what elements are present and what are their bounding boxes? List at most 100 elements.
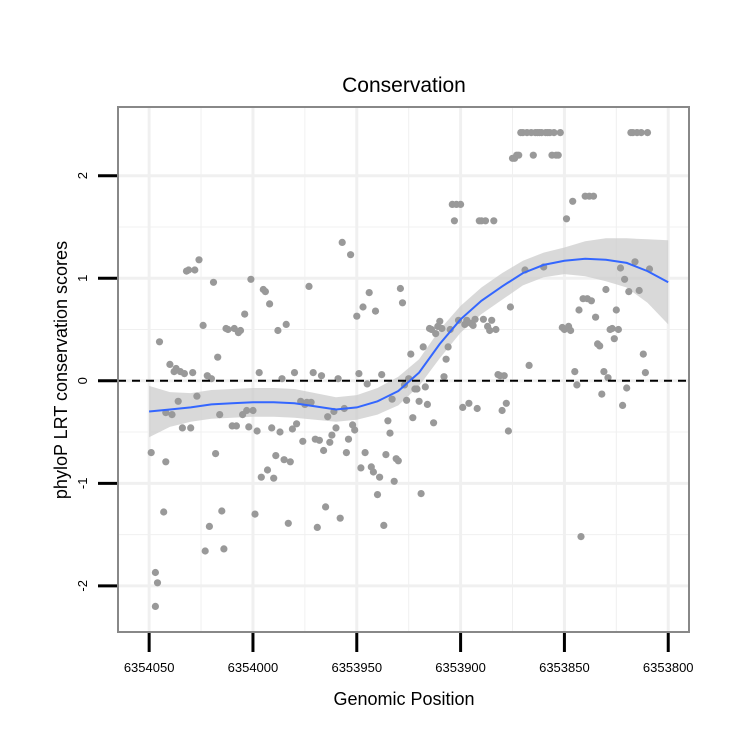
data-point xyxy=(506,303,514,311)
data-point xyxy=(187,424,195,432)
data-point xyxy=(502,399,510,407)
data-point xyxy=(212,450,220,458)
data-point xyxy=(444,343,452,351)
data-point xyxy=(160,508,168,516)
data-point xyxy=(307,398,315,406)
data-point xyxy=(378,371,386,379)
data-point xyxy=(459,403,467,411)
data-point xyxy=(596,342,604,350)
data-point xyxy=(313,523,321,532)
data-point xyxy=(243,406,251,415)
data-point xyxy=(407,350,415,358)
data-point xyxy=(359,303,367,311)
x-axis: 6354050 6354000 6353950 6353900 6353850 63538… xyxy=(124,633,694,675)
data-point xyxy=(288,425,296,433)
y-tick-label: 1 xyxy=(75,275,90,282)
y-axis-title: phyloP LRT conservation scores xyxy=(51,241,71,499)
data-point xyxy=(320,446,328,455)
data-point xyxy=(220,545,228,553)
x-tick-label: 6354000 xyxy=(228,660,279,675)
data-point xyxy=(253,427,261,435)
data-point xyxy=(382,451,390,459)
data-point xyxy=(442,355,450,363)
data-point xyxy=(529,151,537,159)
data-point xyxy=(380,521,388,530)
x-tick-label: 6353900 xyxy=(435,660,486,675)
data-point xyxy=(504,427,512,435)
data-point xyxy=(446,325,454,334)
grid-lines xyxy=(118,107,689,632)
data-point xyxy=(619,401,627,409)
data-point xyxy=(471,315,479,323)
data-point xyxy=(573,381,581,389)
x-axis-title: Genomic Position xyxy=(333,689,474,709)
data-point xyxy=(205,522,213,531)
data-point xyxy=(347,251,355,259)
data-point xyxy=(185,266,193,274)
data-point xyxy=(245,423,253,431)
data-point xyxy=(357,464,365,472)
data-point xyxy=(403,396,411,404)
confidence-band-layer xyxy=(149,238,669,438)
data-point xyxy=(465,399,473,407)
data-point xyxy=(430,419,438,427)
data-point xyxy=(473,404,481,413)
data-point xyxy=(363,380,371,388)
data-point xyxy=(305,282,313,290)
x-tick-label: 6353950 xyxy=(331,660,382,675)
data-point xyxy=(338,238,346,246)
data-point xyxy=(641,369,650,377)
data-point xyxy=(189,369,197,377)
data-point xyxy=(556,129,564,137)
data-point xyxy=(577,533,585,541)
data-point xyxy=(384,417,392,425)
data-point xyxy=(639,350,647,358)
data-point xyxy=(409,414,417,422)
data-point xyxy=(450,217,458,225)
data-point xyxy=(388,395,396,403)
data-point xyxy=(423,400,431,408)
data-point xyxy=(315,436,323,444)
data-point xyxy=(608,324,616,333)
data-point xyxy=(332,424,340,432)
data-point xyxy=(643,129,652,137)
data-point xyxy=(417,490,425,498)
data-point xyxy=(571,368,579,376)
data-point xyxy=(550,129,558,137)
data-point xyxy=(469,321,477,329)
data-point xyxy=(168,411,176,419)
smooth-line xyxy=(149,257,669,413)
data-point xyxy=(604,374,612,382)
data-point xyxy=(162,458,170,466)
data-point xyxy=(376,473,384,481)
data-point xyxy=(621,275,629,283)
y-axis: -2 -1 0 1 2 xyxy=(75,172,117,592)
data-point xyxy=(589,192,598,200)
data-point xyxy=(635,286,643,295)
data-point xyxy=(569,197,577,205)
data-point xyxy=(324,413,332,421)
data-point xyxy=(355,370,363,378)
data-point xyxy=(440,373,448,381)
data-point xyxy=(284,519,292,527)
data-point xyxy=(369,468,377,476)
data-point xyxy=(390,477,398,485)
data-point xyxy=(178,424,186,432)
data-point xyxy=(268,424,276,432)
data-point xyxy=(353,312,361,320)
data-point xyxy=(602,285,610,294)
data-point xyxy=(201,547,209,555)
data-point xyxy=(616,264,625,272)
data-point xyxy=(567,326,575,335)
data-point xyxy=(398,299,407,307)
data-point xyxy=(257,473,265,481)
data-point xyxy=(174,397,182,405)
data-point xyxy=(317,372,326,380)
smooth-line-layer xyxy=(149,257,669,413)
data-point xyxy=(191,266,199,274)
data-point xyxy=(394,457,402,465)
data-point xyxy=(247,275,255,283)
data-point xyxy=(373,491,382,499)
y-tick-label: 2 xyxy=(75,172,90,179)
data-point xyxy=(326,438,334,446)
